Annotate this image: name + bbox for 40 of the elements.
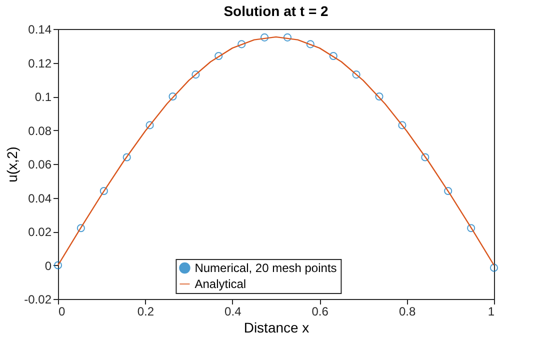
point [467,224,476,232]
x-axis-title: Distance x [244,320,310,336]
point [54,261,62,270]
y-axis-title: u(x,2) [4,146,20,182]
x-tick-label: 0.6 [312,304,329,318]
point [260,33,269,42]
point [352,70,360,79]
y-tick-label: 0.14 [28,22,52,36]
x-tick-label: 0.2 [137,304,154,318]
y-tick-label: -0.02 [24,292,52,306]
point [398,121,406,130]
x-tick-label: 0 [58,304,66,318]
x-tick-label: 0.8 [398,304,416,318]
y-tick-label: 0.12 [28,56,52,70]
point [214,52,223,60]
y-tick-label: 0 [44,258,52,273]
point [306,40,314,48]
x-tick-label: 1 [488,304,495,318]
y-tick-label: 0.06 [28,158,52,172]
point [490,264,498,272]
y-tick-label: 0.04 [28,191,52,206]
legend-label: Analytical [194,277,246,291]
point [444,186,452,196]
legend-label: Numerical, 20 mesh points [194,261,337,275]
point [192,70,200,79]
point [283,33,292,42]
x-tick-label: 0.4 [224,304,242,318]
point [168,92,177,101]
point [146,121,154,130]
y-tick-label: 0.1 [34,90,52,104]
y-tick-label: 0.08 [28,124,52,138]
point [100,186,108,196]
point [76,224,85,232]
chart-title: Solution at t = 2 [224,3,329,19]
point [122,153,131,162]
point [421,153,430,162]
point [375,92,384,101]
y-tick-label: 0.02 [28,225,52,239]
point [238,40,246,48]
point [329,52,338,60]
